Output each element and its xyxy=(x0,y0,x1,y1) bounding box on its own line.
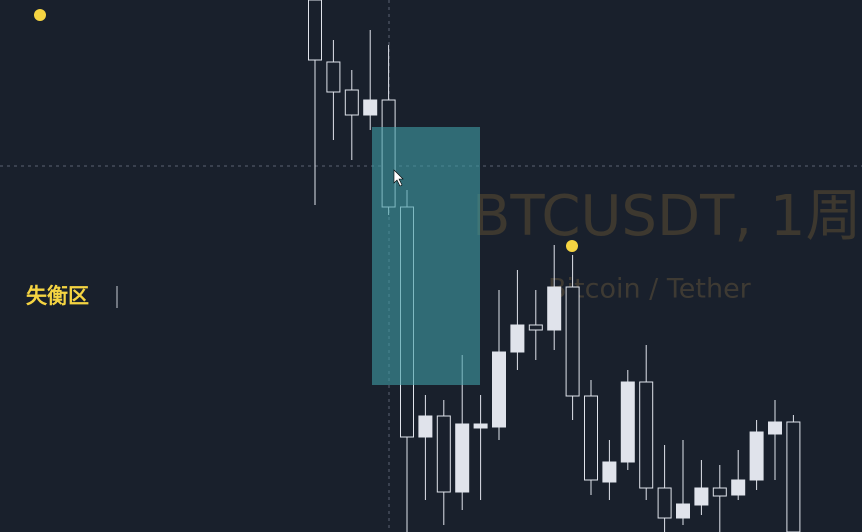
watermark-title: BTCUSDT, 1周 xyxy=(472,184,862,249)
candle-body xyxy=(768,421,782,435)
marker-dot xyxy=(566,240,578,252)
candle-body xyxy=(584,395,598,481)
candle-body xyxy=(694,487,709,506)
candle-body xyxy=(676,503,690,519)
candle-body xyxy=(712,487,727,497)
candle-body xyxy=(528,324,543,331)
candle-body xyxy=(436,415,451,493)
candle-body xyxy=(657,487,672,519)
candle-body xyxy=(731,479,746,496)
candle-body xyxy=(510,324,525,353)
candle-body xyxy=(620,381,635,463)
candle-body xyxy=(344,89,359,116)
candle-body xyxy=(749,431,764,481)
mouse-cursor xyxy=(393,169,404,187)
candle-body xyxy=(473,423,488,429)
annotation: 失衡区 xyxy=(26,284,89,308)
candle-body xyxy=(639,381,654,489)
candle-body xyxy=(455,423,470,493)
candle-body xyxy=(363,99,378,116)
imbalance-zone xyxy=(372,127,480,385)
watermark-subtitle: Bitcoin / Tether xyxy=(548,274,752,305)
candle-body xyxy=(547,286,562,331)
candle-body xyxy=(565,286,580,397)
candle-body xyxy=(492,351,506,428)
candle-body xyxy=(786,421,801,532)
candle-body xyxy=(602,461,617,483)
candle-body xyxy=(418,415,433,438)
candle-body xyxy=(326,61,341,93)
marker-dot xyxy=(34,9,46,21)
candle-body xyxy=(308,0,322,61)
